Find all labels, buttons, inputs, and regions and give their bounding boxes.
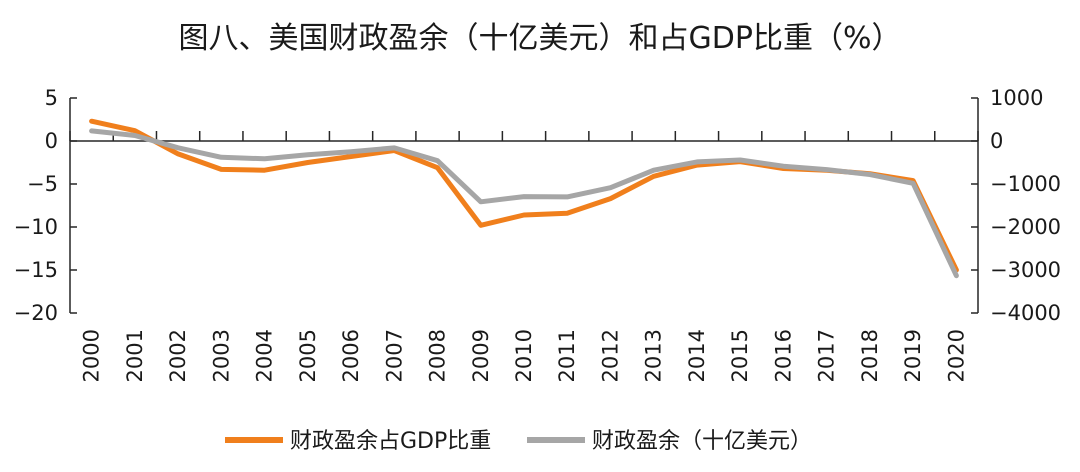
chart-title: 图八、美国财政盈余（十亿美元）和占GDP比重（%） bbox=[179, 21, 902, 56]
y-right-tick-label: −3000 bbox=[990, 258, 1061, 282]
x-tick-label: 2011 bbox=[555, 329, 579, 382]
series-line-amount bbox=[89, 128, 959, 279]
x-tick-label: 2006 bbox=[339, 329, 363, 382]
x-tick-label: 2005 bbox=[296, 329, 320, 382]
axes: 5 0 −5 −10 −15 −20 1000 0 −1000 −2000 −3000 −4000 20… bbox=[14, 86, 1061, 382]
y-left-tick-label: −5 bbox=[27, 172, 58, 196]
y-right-tick-label: −4000 bbox=[990, 301, 1061, 325]
x-tick-label: 2000 bbox=[80, 329, 104, 382]
x-tick-label: 2003 bbox=[209, 329, 233, 382]
x-tick-label: 2018 bbox=[858, 329, 882, 382]
x-tick-label: 2010 bbox=[512, 329, 536, 382]
y-right-tick-label: −2000 bbox=[990, 215, 1061, 239]
x-tick-label: 2013 bbox=[642, 329, 666, 382]
x-tick-label: 2020 bbox=[944, 329, 968, 382]
x-tick-label: 2017 bbox=[815, 329, 839, 382]
x-tick-label: 2012 bbox=[598, 329, 622, 382]
x-tick-label: 2001 bbox=[123, 329, 147, 382]
y-left-tick-label: −10 bbox=[14, 215, 58, 239]
x-tick-label: 2002 bbox=[166, 329, 190, 382]
y-right-tick-label: 1000 bbox=[990, 86, 1043, 110]
x-tick-label: 2009 bbox=[469, 329, 493, 382]
legend: 财政盈余占GDP比重 财政盈余（十亿美元） bbox=[225, 429, 812, 454]
y-left-tick-label: 0 bbox=[45, 129, 58, 153]
y-left-tick-label: 5 bbox=[45, 86, 58, 110]
x-tick-label: 2015 bbox=[728, 329, 752, 382]
x-tick-label: 2004 bbox=[253, 329, 277, 382]
legend-label-amount: 财政盈余（十亿美元） bbox=[592, 429, 812, 454]
series-lines bbox=[89, 118, 959, 279]
x-tick-label: 2019 bbox=[901, 329, 925, 382]
y-left-tick-label: −15 bbox=[14, 258, 58, 282]
x-tick-label: 2014 bbox=[685, 329, 709, 382]
y-left-tick-label: −20 bbox=[14, 301, 58, 325]
y-right-tick-label: 0 bbox=[990, 129, 1003, 153]
legend-label-ratio: 财政盈余占GDP比重 bbox=[290, 429, 491, 454]
x-tick-label: 2008 bbox=[426, 329, 450, 382]
y-right-tick-label: −1000 bbox=[990, 172, 1061, 196]
x-tick-label: 2016 bbox=[771, 329, 795, 382]
x-tick-label: 2007 bbox=[382, 329, 406, 382]
